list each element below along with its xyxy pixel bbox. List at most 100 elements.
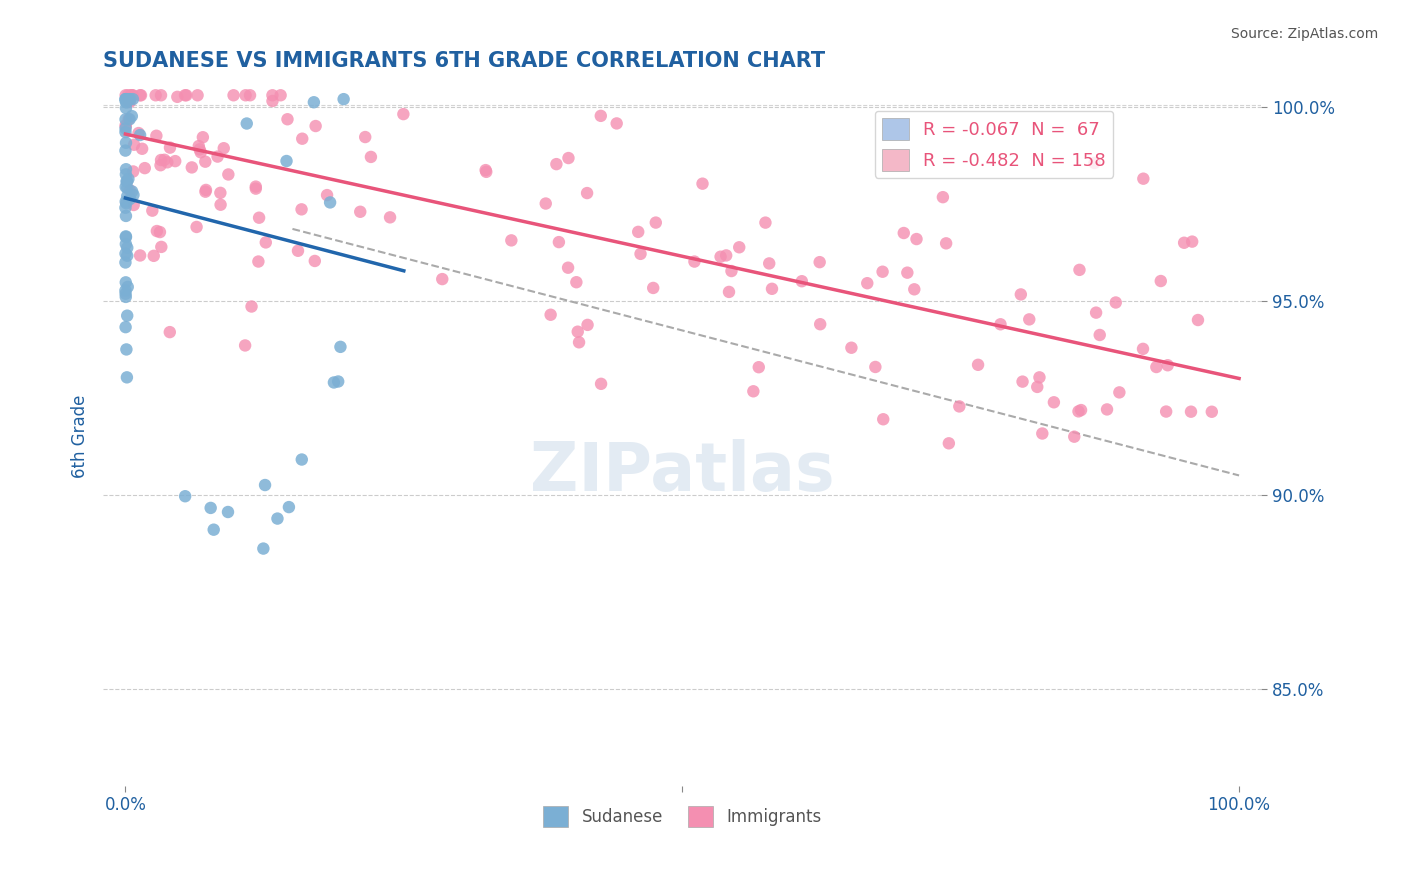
Point	[893, 226, 915, 240]
Point	[174, 88, 197, 103]
Point	[591, 376, 613, 391]
Point	[277, 500, 299, 514]
Point	[159, 141, 181, 155]
Point	[117, 241, 139, 255]
Point	[905, 232, 928, 246]
Point	[115, 167, 138, 181]
Point	[141, 203, 163, 218]
Point	[754, 216, 776, 230]
Point	[245, 181, 267, 195]
Text: SUDANESE VS IMMIGRANTS 6TH GRADE CORRELATION CHART: SUDANESE VS IMMIGRANTS 6TH GRADE CORRELA…	[103, 51, 825, 70]
Point	[187, 139, 209, 153]
Point	[692, 177, 714, 191]
Point	[114, 255, 136, 269]
Point	[1031, 426, 1053, 441]
Point	[557, 260, 579, 275]
Point	[114, 121, 136, 136]
Point	[145, 88, 167, 103]
Point	[354, 130, 377, 145]
Point	[117, 280, 139, 294]
Point	[245, 179, 267, 194]
Point	[316, 188, 339, 202]
Point	[1154, 404, 1177, 418]
Point	[808, 317, 831, 331]
Point	[122, 164, 145, 178]
Point	[176, 88, 198, 103]
Point	[187, 88, 209, 103]
Point	[207, 150, 229, 164]
Point	[240, 300, 263, 314]
Point	[117, 92, 139, 106]
Point	[118, 92, 141, 106]
Point	[114, 118, 136, 132]
Point	[114, 88, 136, 103]
Point	[328, 375, 350, 389]
Point	[129, 88, 152, 103]
Point	[568, 335, 591, 350]
Point	[159, 325, 181, 339]
Point	[1043, 395, 1066, 409]
Point	[115, 249, 138, 263]
Point	[1173, 235, 1195, 250]
Point	[129, 88, 152, 103]
Point	[114, 125, 136, 139]
Point	[1069, 263, 1091, 277]
Point	[761, 282, 783, 296]
Point	[432, 272, 454, 286]
Point	[153, 153, 176, 167]
Point	[865, 359, 887, 374]
Point	[247, 254, 270, 268]
Point	[115, 230, 138, 244]
Point	[115, 309, 138, 323]
Point	[728, 240, 751, 254]
Point	[122, 92, 145, 106]
Point	[114, 144, 136, 158]
Point	[1083, 156, 1105, 170]
Point	[534, 196, 557, 211]
Point	[150, 88, 173, 103]
Point	[117, 172, 139, 186]
Point	[114, 320, 136, 334]
Point	[270, 88, 292, 103]
Point	[1010, 287, 1032, 301]
Point	[114, 95, 136, 109]
Point	[217, 505, 239, 519]
Point	[548, 235, 571, 249]
Point	[302, 95, 325, 110]
Point	[643, 281, 665, 295]
Point	[720, 264, 742, 278]
Text: Source: ZipAtlas.com: Source: ZipAtlas.com	[1230, 27, 1378, 41]
Point	[129, 248, 152, 262]
Point	[967, 358, 990, 372]
Point	[349, 204, 371, 219]
Point	[233, 338, 256, 352]
Point	[122, 137, 145, 152]
Point	[146, 224, 169, 238]
Point	[166, 90, 188, 104]
Point	[120, 92, 142, 106]
Point	[319, 195, 342, 210]
Point	[149, 225, 172, 239]
Point	[546, 157, 568, 171]
Point	[114, 286, 136, 301]
Point	[115, 174, 138, 188]
Point	[1157, 358, 1180, 372]
Point	[191, 130, 214, 145]
Point	[142, 249, 165, 263]
Point	[235, 116, 257, 130]
Point	[1018, 312, 1040, 326]
Point	[1181, 235, 1204, 249]
Point	[222, 88, 245, 103]
Point	[174, 489, 197, 503]
Point	[841, 341, 863, 355]
Point	[194, 154, 217, 169]
Point	[121, 88, 143, 103]
Point	[565, 275, 588, 289]
Point	[114, 201, 136, 215]
Point	[683, 254, 706, 268]
Legend: Sudanese, Immigrants: Sudanese, Immigrants	[537, 799, 828, 833]
Point	[115, 92, 138, 106]
Point	[150, 240, 173, 254]
Point	[714, 248, 737, 262]
Point	[114, 290, 136, 304]
